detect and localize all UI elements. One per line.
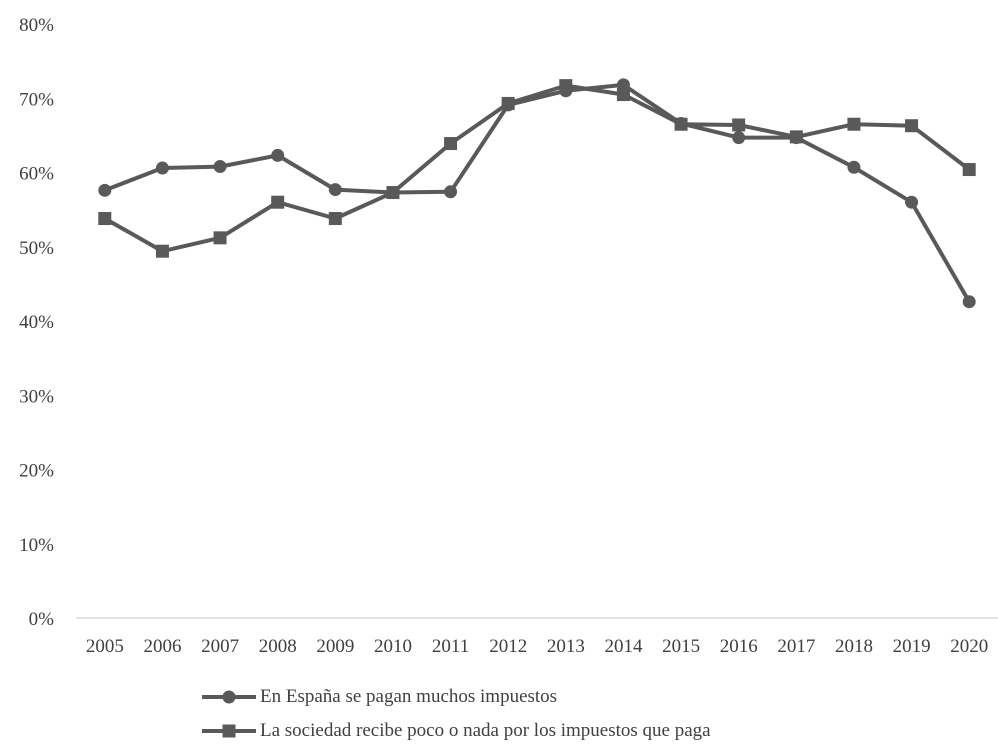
data-point[interactable] <box>271 195 285 209</box>
x-tick-label: 2012 <box>489 636 527 657</box>
data-point[interactable] <box>789 130 803 144</box>
legend-label-series-1: En España se pagan muchos impuestos <box>260 686 558 707</box>
data-point[interactable] <box>444 137 458 151</box>
y-tick-label: 30% <box>19 386 54 407</box>
x-tick-label: 2005 <box>86 636 124 657</box>
data-point[interactable] <box>328 183 342 197</box>
data-point[interactable] <box>444 185 458 199</box>
x-tick-label: 2018 <box>835 636 873 657</box>
y-tick-label: 40% <box>19 312 54 333</box>
y-tick-label: 80% <box>19 15 54 36</box>
legend-square-marker-icon <box>202 724 256 738</box>
x-tick-label: 2017 <box>777 636 815 657</box>
data-point[interactable] <box>674 117 688 131</box>
y-tick-label: 50% <box>19 238 54 259</box>
x-tick-label: 2010 <box>374 636 412 657</box>
data-point[interactable] <box>155 244 169 258</box>
y-tick-label: 60% <box>19 164 54 185</box>
series-layer <box>98 78 976 309</box>
x-tick-label: 2016 <box>720 636 758 657</box>
x-tick-label: 2015 <box>662 636 700 657</box>
data-point[interactable] <box>155 161 169 175</box>
legend-circle-marker-icon <box>202 690 256 704</box>
data-point[interactable] <box>616 88 630 102</box>
x-tick-label: 2011 <box>432 636 469 657</box>
y-tick-label: 70% <box>19 89 54 110</box>
x-axis-labels: 2005 2006 2007 2008 2009 2010 2011 2012 2013 2014… <box>86 636 988 657</box>
x-tick-label: 2019 <box>893 636 931 657</box>
legend-label-series-2: La sociedad recibe poco o nada por los i… <box>260 720 711 741</box>
data-point[interactable] <box>213 160 227 174</box>
data-point[interactable] <box>962 295 976 309</box>
data-point[interactable] <box>905 119 919 133</box>
data-point[interactable] <box>271 148 285 162</box>
y-tick-label: 10% <box>19 535 54 556</box>
data-point[interactable] <box>905 195 919 209</box>
y-tick-label: 0% <box>29 609 55 630</box>
legend-item-series-2[interactable]: La sociedad recibe poco o nada por los i… <box>200 714 711 748</box>
series-2-line <box>102 83 972 254</box>
x-tick-label: 2007 <box>201 636 239 657</box>
series-1-line <box>102 82 972 304</box>
data-point[interactable] <box>501 96 515 110</box>
x-tick-label: 2009 <box>316 636 354 657</box>
data-point[interactable] <box>847 160 861 174</box>
x-tick-label: 2013 <box>547 636 585 657</box>
x-tick-label: 2008 <box>259 636 297 657</box>
data-point[interactable] <box>732 118 746 132</box>
legend-item-series-1[interactable]: En España se pagan muchos impuestos <box>200 680 711 714</box>
data-point[interactable] <box>98 183 112 197</box>
data-point[interactable] <box>328 212 342 226</box>
line-chart: 0%10%20%30%40%50%60%70%80% 2005 2006 2007 2… <box>19 15 998 657</box>
data-point[interactable] <box>213 231 227 245</box>
series-2 <box>98 79 976 258</box>
y-axis-labels: 0% 10% 20% 30% 40% 50% 60% 70% 80% <box>19 15 54 630</box>
data-point[interactable] <box>962 163 976 177</box>
data-point[interactable] <box>559 79 573 93</box>
legend: En España se pagan muchos impuestos La s… <box>200 680 711 748</box>
x-tick-label: 2006 <box>143 636 181 657</box>
data-point[interactable] <box>732 131 746 145</box>
data-point[interactable] <box>847 117 861 131</box>
data-point[interactable] <box>386 186 400 200</box>
x-tick-label: 2014 <box>604 636 643 657</box>
y-tick-label: 20% <box>19 461 54 482</box>
series-1 <box>98 78 976 309</box>
x-tick-label: 2020 <box>950 636 988 657</box>
data-point[interactable] <box>98 212 112 226</box>
